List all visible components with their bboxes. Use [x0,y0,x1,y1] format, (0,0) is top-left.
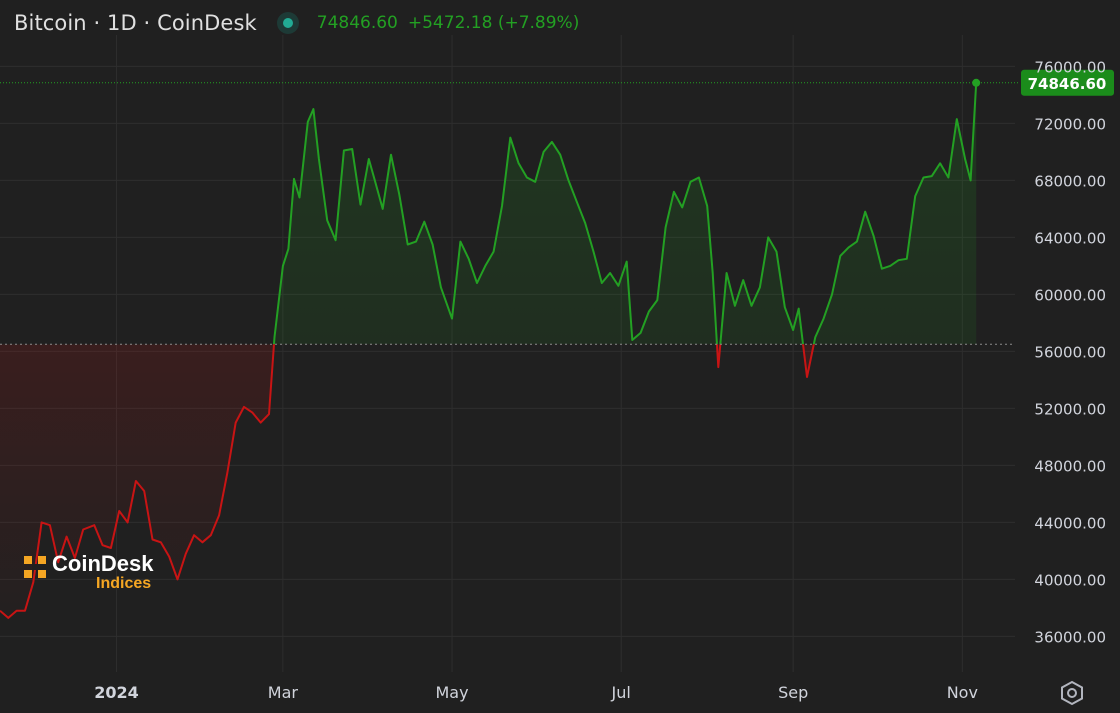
y-tick-label: 40000.00 [1034,571,1106,589]
logo-name: CoinDesk [52,551,154,576]
x-tick-label: Jul [611,683,631,702]
y-tick-label: 52000.00 [1034,400,1106,418]
area-fill-up [273,82,977,345]
y-tick-label: 64000.00 [1034,229,1106,247]
time-axis[interactable]: 2024 Mar May Jul Sep Nov [94,683,978,702]
x-tick-label: May [435,683,468,702]
x-tick-label: Nov [947,683,978,702]
coindesk-logo-icon [24,556,46,578]
series-line-up [272,82,978,345]
y-tick-label: 76000.00 [1034,58,1106,76]
price-axis[interactable]: 36000.00 40000.00 44000.00 48000.00 52000.00… [1034,58,1106,646]
y-tick-label: 48000.00 [1034,457,1106,475]
area-fill-down [0,344,977,618]
last-price-badge [1021,69,1114,96]
x-tick-label: Sep [778,683,808,702]
series-line-down [0,344,815,619]
coindesk-logo: CoinDesk Indices [24,553,153,592]
y-tick-label: 44000.00 [1034,514,1106,532]
chart-header: Bitcoin · 1D · CoinDesk 74846.60 +5472.1… [14,11,579,35]
gear-icon[interactable] [1059,680,1085,706]
price-lines [0,82,978,619]
last-price-label: 74846.60 [1028,75,1107,93]
y-tick-label: 68000.00 [1034,172,1106,190]
market-status-dot-icon[interactable] [276,12,299,34]
area-fills [0,82,977,618]
last-price-dot [972,78,981,87]
logo-sub: Indices [96,575,152,592]
header-change: +5472.18 (+7.89%) [407,13,580,33]
y-tick-label: 72000.00 [1034,115,1106,133]
chart-overlay: 74846.60 [0,69,1114,345]
y-tick-label: 56000.00 [1034,343,1106,361]
x-tick-label: 2024 [94,683,139,702]
y-tick-label: 36000.00 [1034,628,1106,646]
y-tick-label: 60000.00 [1034,286,1106,304]
symbol-title[interactable]: Bitcoin · 1D · CoinDesk [14,11,257,35]
x-tick-label: Mar [268,683,299,702]
header-price: 74846.60 [316,13,398,33]
